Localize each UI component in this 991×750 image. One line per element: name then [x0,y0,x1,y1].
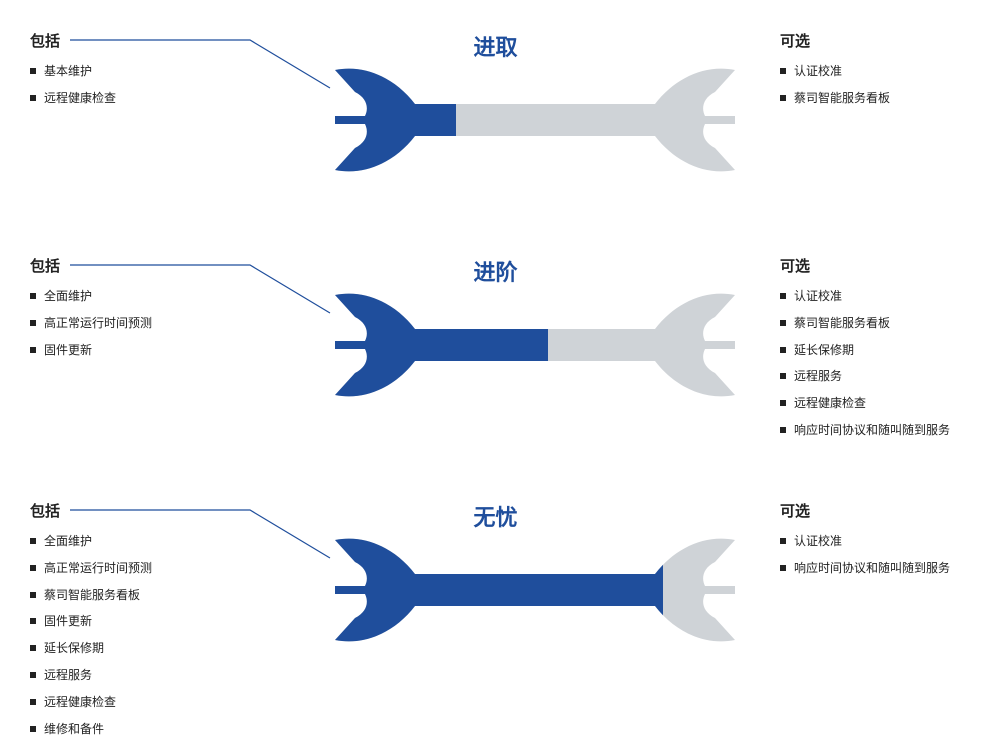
included-item: 远程健康检查 [30,694,250,711]
optional-item: 延长保修期 [780,342,980,359]
included-item: 维修和备件 [30,721,250,738]
included-item: 固件更新 [30,613,250,630]
optional-item: 认证校准 [780,533,980,550]
optional-item: 远程健康检查 [780,395,980,412]
optional-item: 蔡司智能服务看板 [780,90,980,107]
optional-list: 认证校准响应时间协议和随叫随到服务 [780,533,980,577]
optional-item: 认证校准 [780,288,980,305]
optional-item: 远程服务 [780,368,980,385]
optional-item: 认证校准 [780,63,980,80]
leader-line [70,261,430,331]
leader-line [70,36,430,106]
leader-line [70,506,430,576]
included-item: 延长保修期 [30,640,250,657]
included-item: 远程服务 [30,667,250,684]
optional-item: 响应时间协议和随叫随到服务 [780,422,980,439]
included-item: 蔡司智能服务看板 [30,587,250,604]
optional-list: 认证校准蔡司智能服务看板 [780,63,980,107]
optional-list: 认证校准蔡司智能服务看板延长保修期远程服务远程健康检查响应时间协议和随叫随到服务 [780,288,980,439]
included-item: 固件更新 [30,342,250,359]
optional-item: 响应时间协议和随叫随到服务 [780,560,980,577]
optional-item: 蔡司智能服务看板 [780,315,980,332]
